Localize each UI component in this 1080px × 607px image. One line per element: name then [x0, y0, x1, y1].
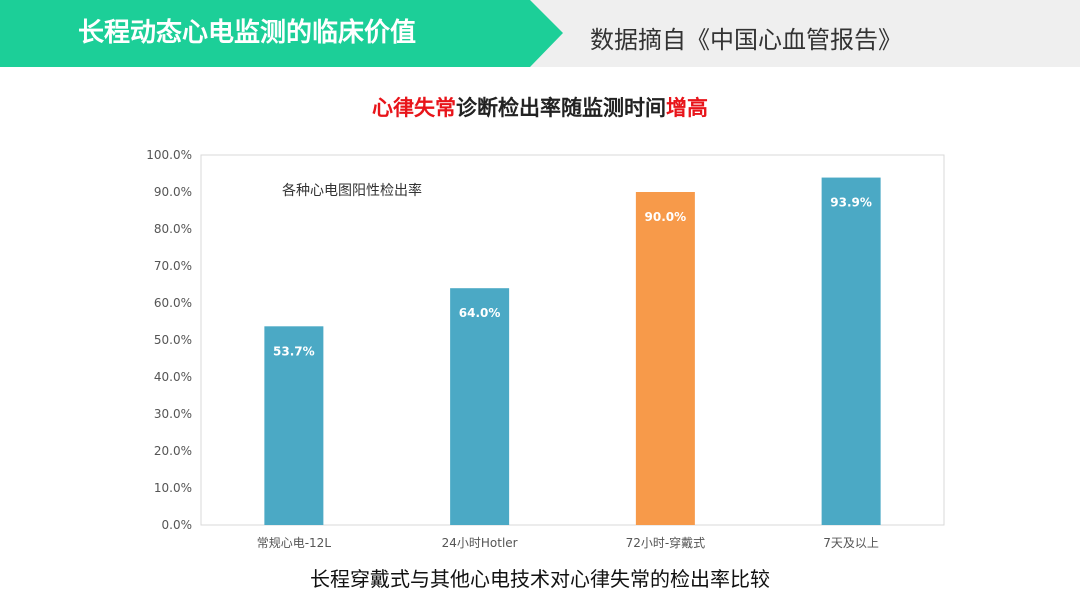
y-tick-label: 90.0% — [154, 185, 192, 199]
x-tick-label: 常规心电-12L — [257, 535, 332, 550]
data-source-note: 数据摘自《中国心血管报告》 — [590, 26, 902, 54]
x-tick-label: 72小时-穿戴式 — [626, 535, 706, 550]
y-tick-label: 50.0% — [154, 333, 192, 347]
bar — [635, 192, 695, 525]
bar — [450, 288, 510, 525]
data-label: 93.9% — [830, 196, 872, 210]
x-tick-label: 24小时Hotler — [442, 536, 518, 550]
x-tick-label: 7天及以上 — [823, 536, 879, 550]
y-tick-label: 20.0% — [154, 444, 192, 458]
chart-title: 心律失常诊断检出率随监测时间增高 — [0, 92, 1080, 122]
chart-title-highlight-1: 心律失常 — [372, 96, 456, 120]
plot-area-frame — [200, 154, 945, 526]
data-label: 90.0% — [645, 210, 687, 224]
data-label: 53.7% — [273, 344, 315, 358]
y-tick-label: 80.0% — [154, 222, 192, 236]
chart-caption: 长程穿戴式与其他心电技术对心律失常的检出率比较 — [310, 567, 770, 591]
y-tick-label: 0.0% — [162, 518, 193, 532]
page-title: 长程动态心电监测的临床价值 — [78, 18, 417, 48]
y-tick-label: 10.0% — [154, 481, 192, 495]
y-tick-label: 40.0% — [154, 370, 192, 384]
chart-title-middle: 诊断检出率随监测时间 — [456, 96, 666, 120]
bar — [264, 326, 324, 525]
data-label: 64.0% — [459, 306, 501, 320]
y-tick-label: 60.0% — [154, 296, 192, 310]
y-tick-label: 100.0% — [146, 148, 192, 162]
header-bar: 长程动态心电监测的临床价值 数据摘自《中国心血管报告》 — [0, 0, 1080, 67]
header-title-banner — [0, 0, 563, 67]
chart-annotation: 各种心电图阳性检出率 — [282, 182, 422, 199]
y-tick-label: 30.0% — [154, 407, 192, 421]
chart-title-highlight-2: 增高 — [666, 96, 708, 120]
y-tick-label: 70.0% — [154, 259, 192, 273]
bar — [821, 177, 881, 525]
